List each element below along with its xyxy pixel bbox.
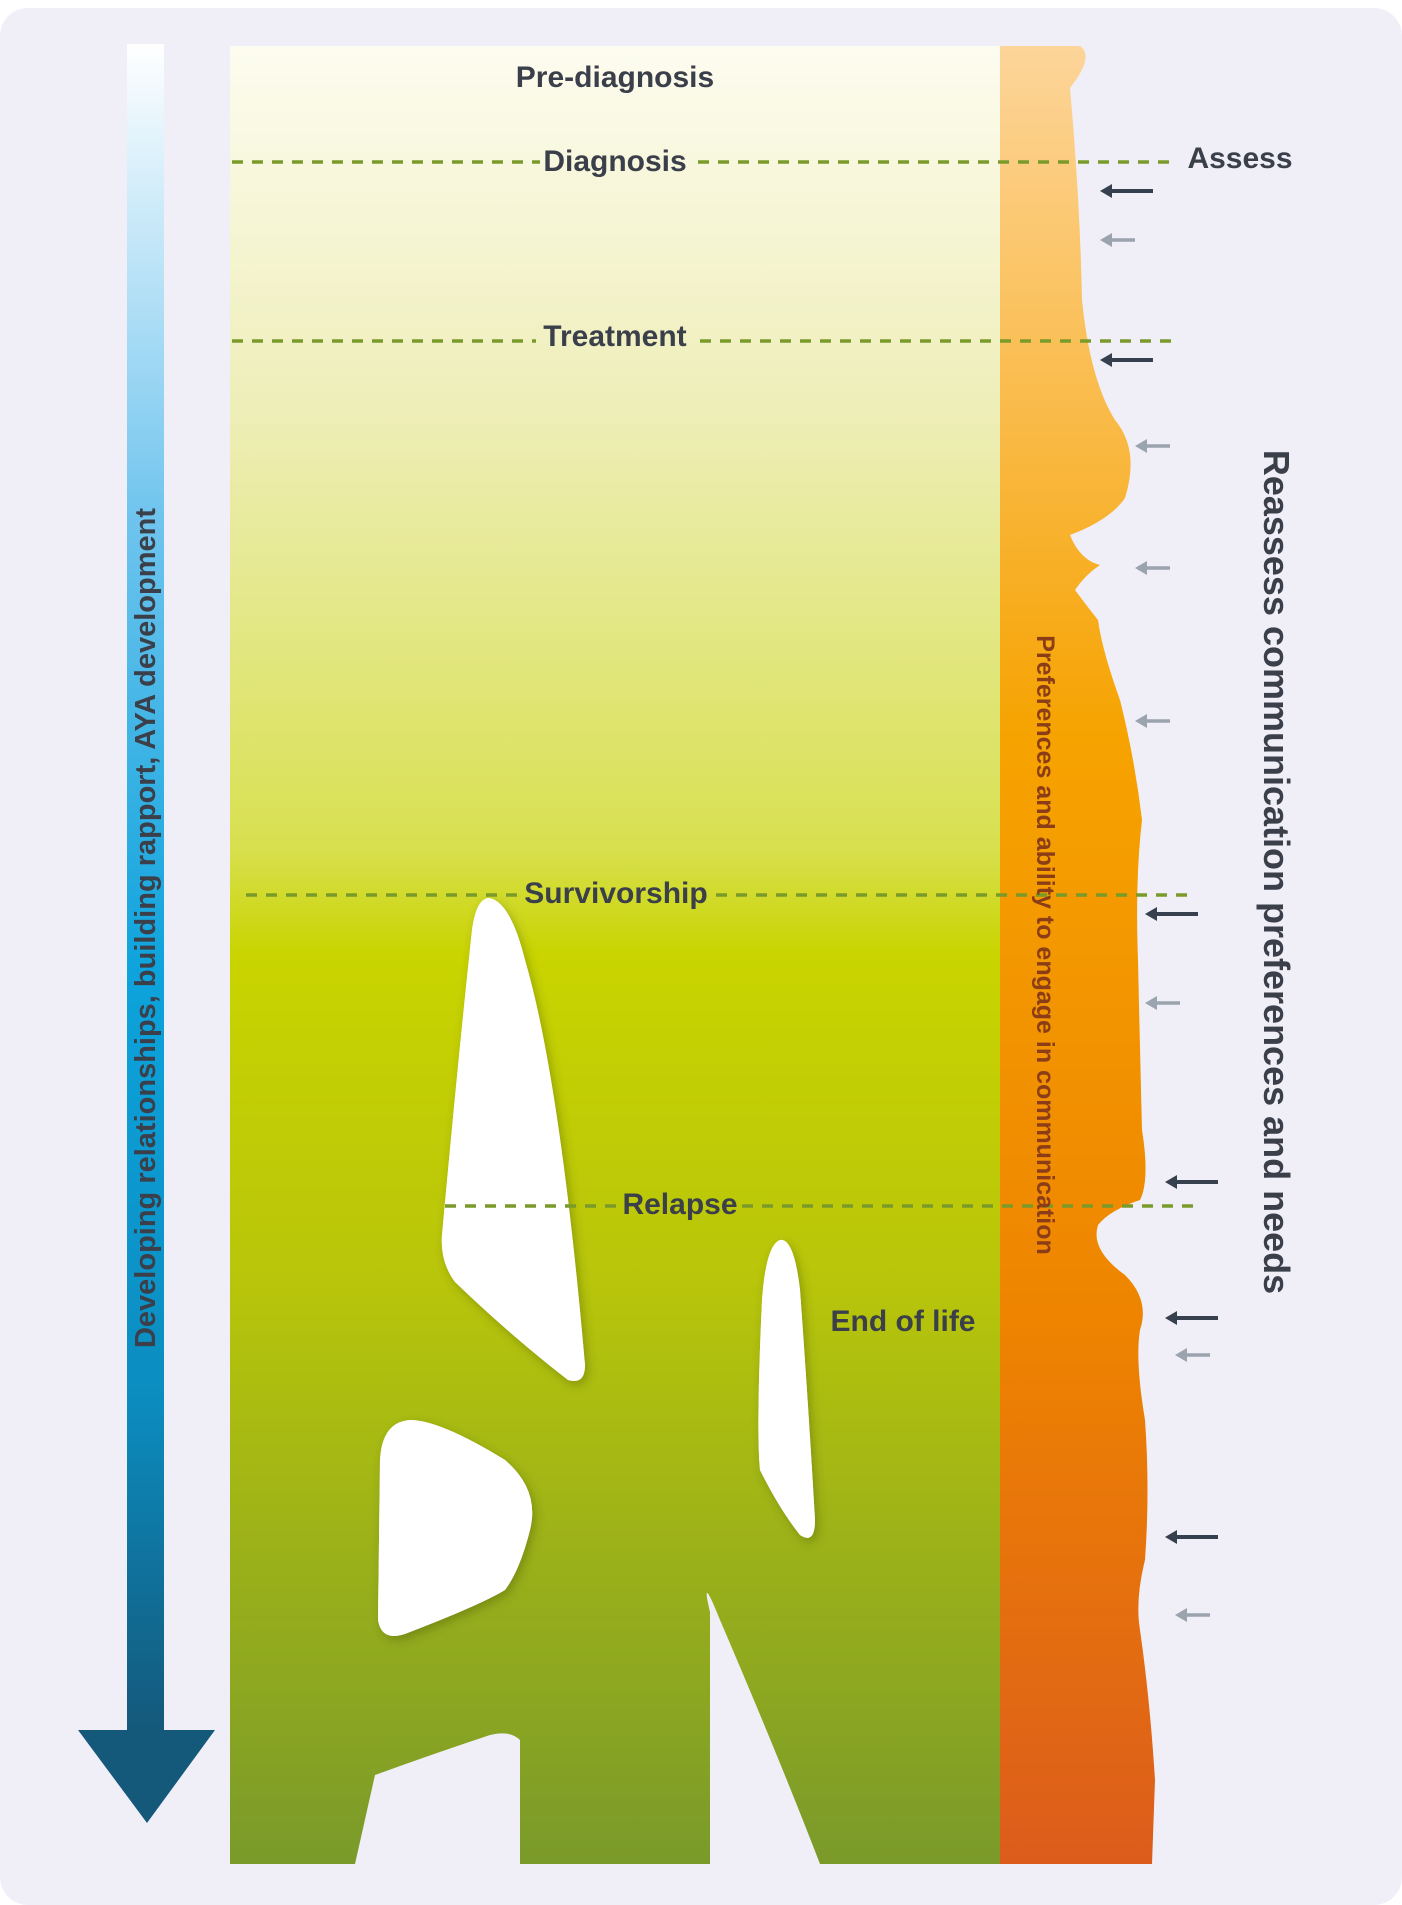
stage-treatment: Treatment: [543, 320, 686, 353]
reassess-arrow-icon: [1145, 907, 1198, 921]
reassess-arrow-icon: [1135, 561, 1170, 575]
stage-end-of-life: End of life: [831, 1305, 976, 1338]
reassess-arrow-icon: [1135, 714, 1170, 728]
reassess-arrow-icon: [1100, 184, 1153, 198]
reassess-arrow-icon: [1175, 1608, 1210, 1622]
stage-diagnosis: Diagnosis: [543, 145, 686, 178]
reassess-arrow-icon: [1165, 1175, 1218, 1189]
stage-lines: [232, 160, 1195, 1208]
journey-band: [230, 46, 1000, 1864]
reassess-arrow-icon: [1100, 233, 1135, 247]
preferences-band: [990, 46, 1155, 1864]
stage-pre-diagnosis: Pre-diagnosis: [516, 61, 714, 94]
carved-highlights: [378, 898, 815, 1636]
stage-relapse: Relapse: [622, 1188, 737, 1221]
development-arrow: [78, 44, 215, 1823]
reassess-arrow-icon: [1100, 353, 1153, 367]
assess-label: Assess: [1187, 142, 1292, 175]
reassess-arrow-icon: [1165, 1311, 1218, 1325]
left-axis-label: Developing relationships, building rappo…: [130, 508, 162, 1348]
reassess-arrow-icon: [1175, 1348, 1210, 1362]
preferences-band-label: Preferences and ability to engage in com…: [1031, 635, 1059, 1255]
stage-survivorship: Survivorship: [524, 877, 707, 910]
reassess-arrow-icon: [1135, 439, 1170, 453]
reassess-arrows: [1100, 184, 1218, 1622]
reassess-arrow-icon: [1165, 1530, 1218, 1544]
reassess-label: Reassess communication preferences and n…: [1256, 450, 1297, 1294]
reassess-arrow-icon: [1145, 996, 1180, 1010]
